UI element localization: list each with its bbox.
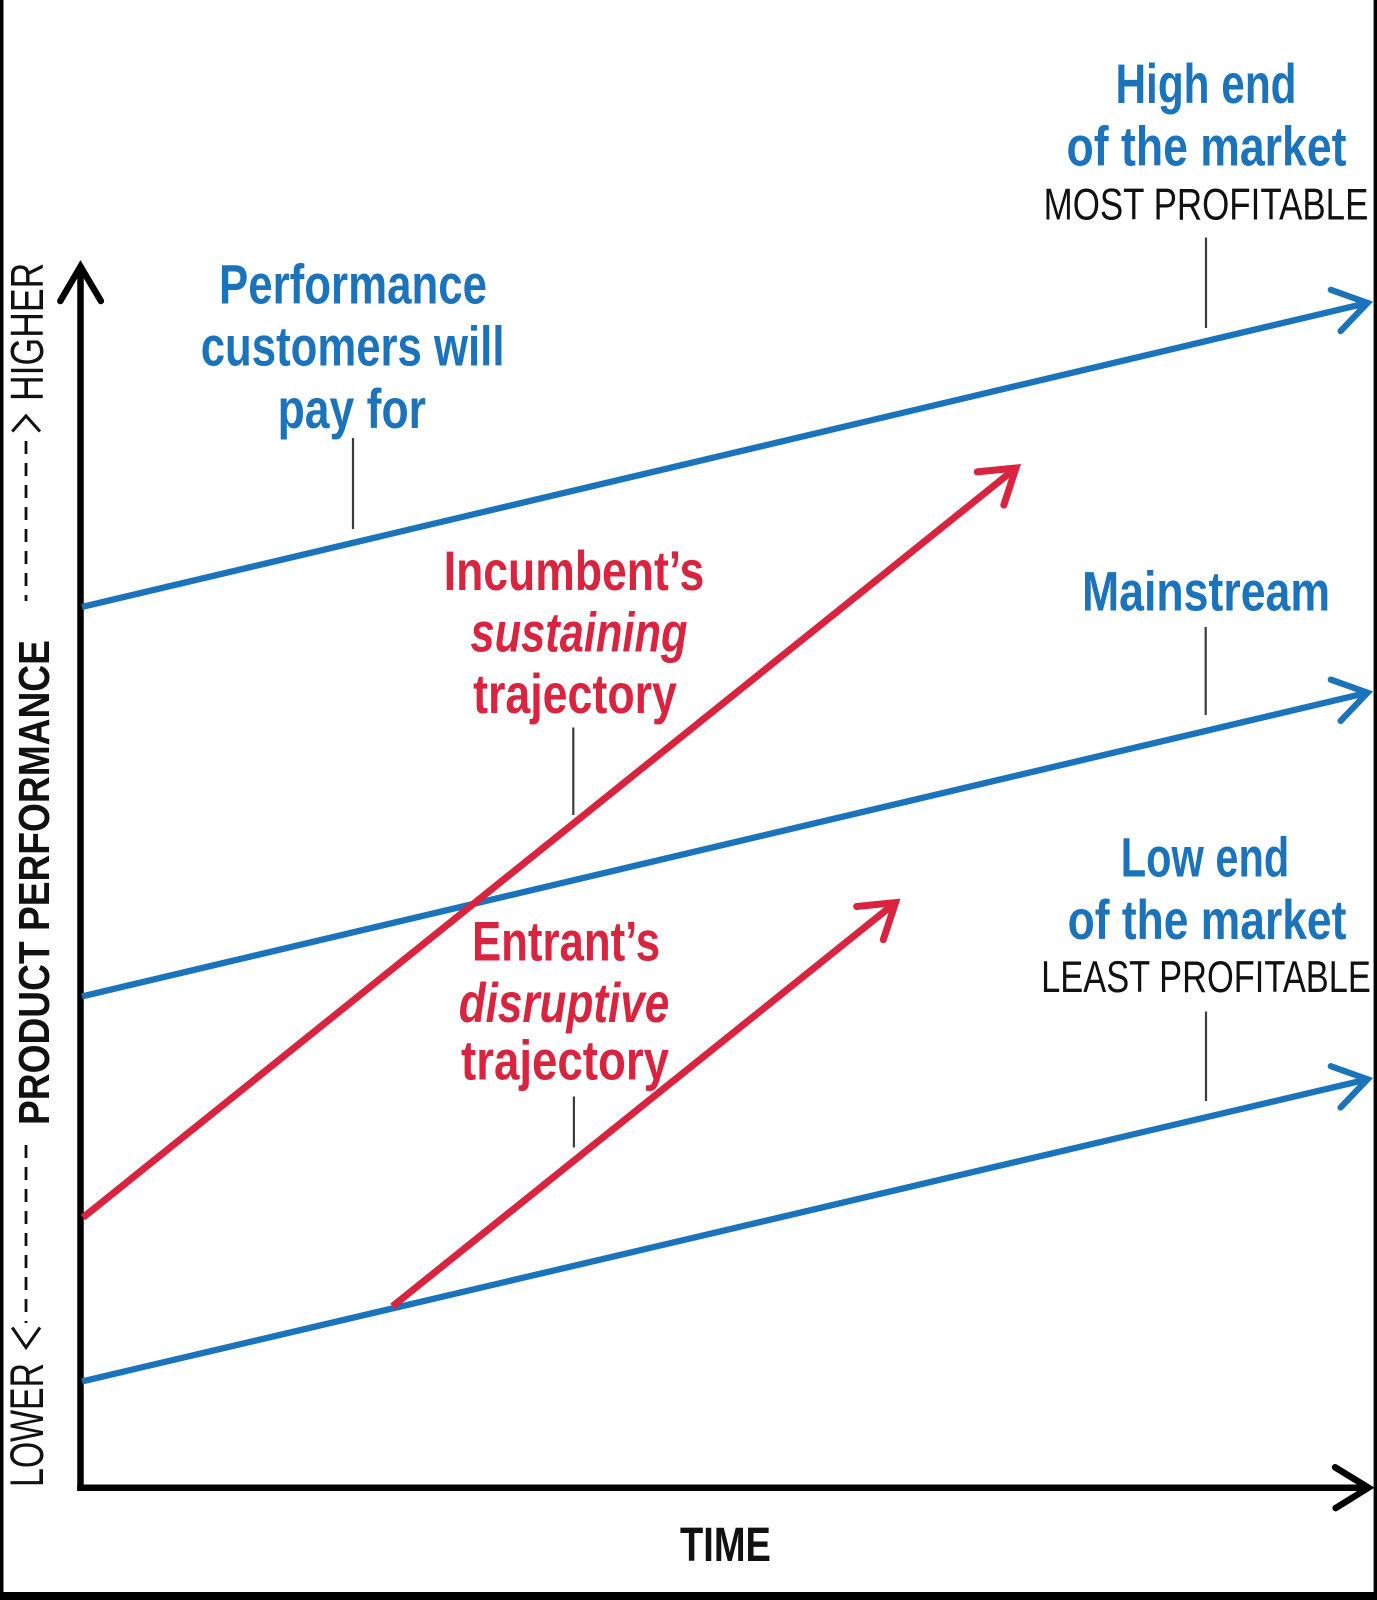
svg-text:of the market: of the market	[1068, 888, 1347, 951]
svg-text:Mainstream: Mainstream	[1082, 560, 1330, 623]
svg-text:sustaining: sustaining	[471, 601, 688, 664]
svg-text:trajectory: trajectory	[461, 1029, 670, 1091]
svg-text:MOST PROFITABLE: MOST PROFITABLE	[1044, 181, 1369, 230]
svg-text:disruptive: disruptive	[459, 971, 670, 1034]
svg-text:Incumbent’s: Incumbent’s	[444, 539, 705, 602]
svg-text:pay for: pay for	[278, 377, 426, 440]
svg-text:Low end: Low end	[1121, 827, 1289, 889]
svg-text:TIME: TIME	[680, 1519, 771, 1572]
svg-text:customers will: customers will	[201, 315, 505, 377]
svg-text:High end: High end	[1115, 52, 1296, 115]
svg-text:PRODUCT PERFORMANCE: PRODUCT PERFORMANCE	[9, 640, 58, 1125]
svg-text:LOWER: LOWER	[1, 1363, 54, 1487]
svg-text:trajectory: trajectory	[473, 662, 677, 725]
svg-text:HIGHER: HIGHER	[0, 263, 53, 401]
svg-text:LEAST PROFITABLE: LEAST PROFITABLE	[1041, 953, 1371, 1002]
svg-text:Entrant’s: Entrant’s	[472, 910, 660, 972]
svg-text:Performance: Performance	[219, 252, 487, 315]
svg-text:of the market: of the market	[1067, 114, 1347, 177]
